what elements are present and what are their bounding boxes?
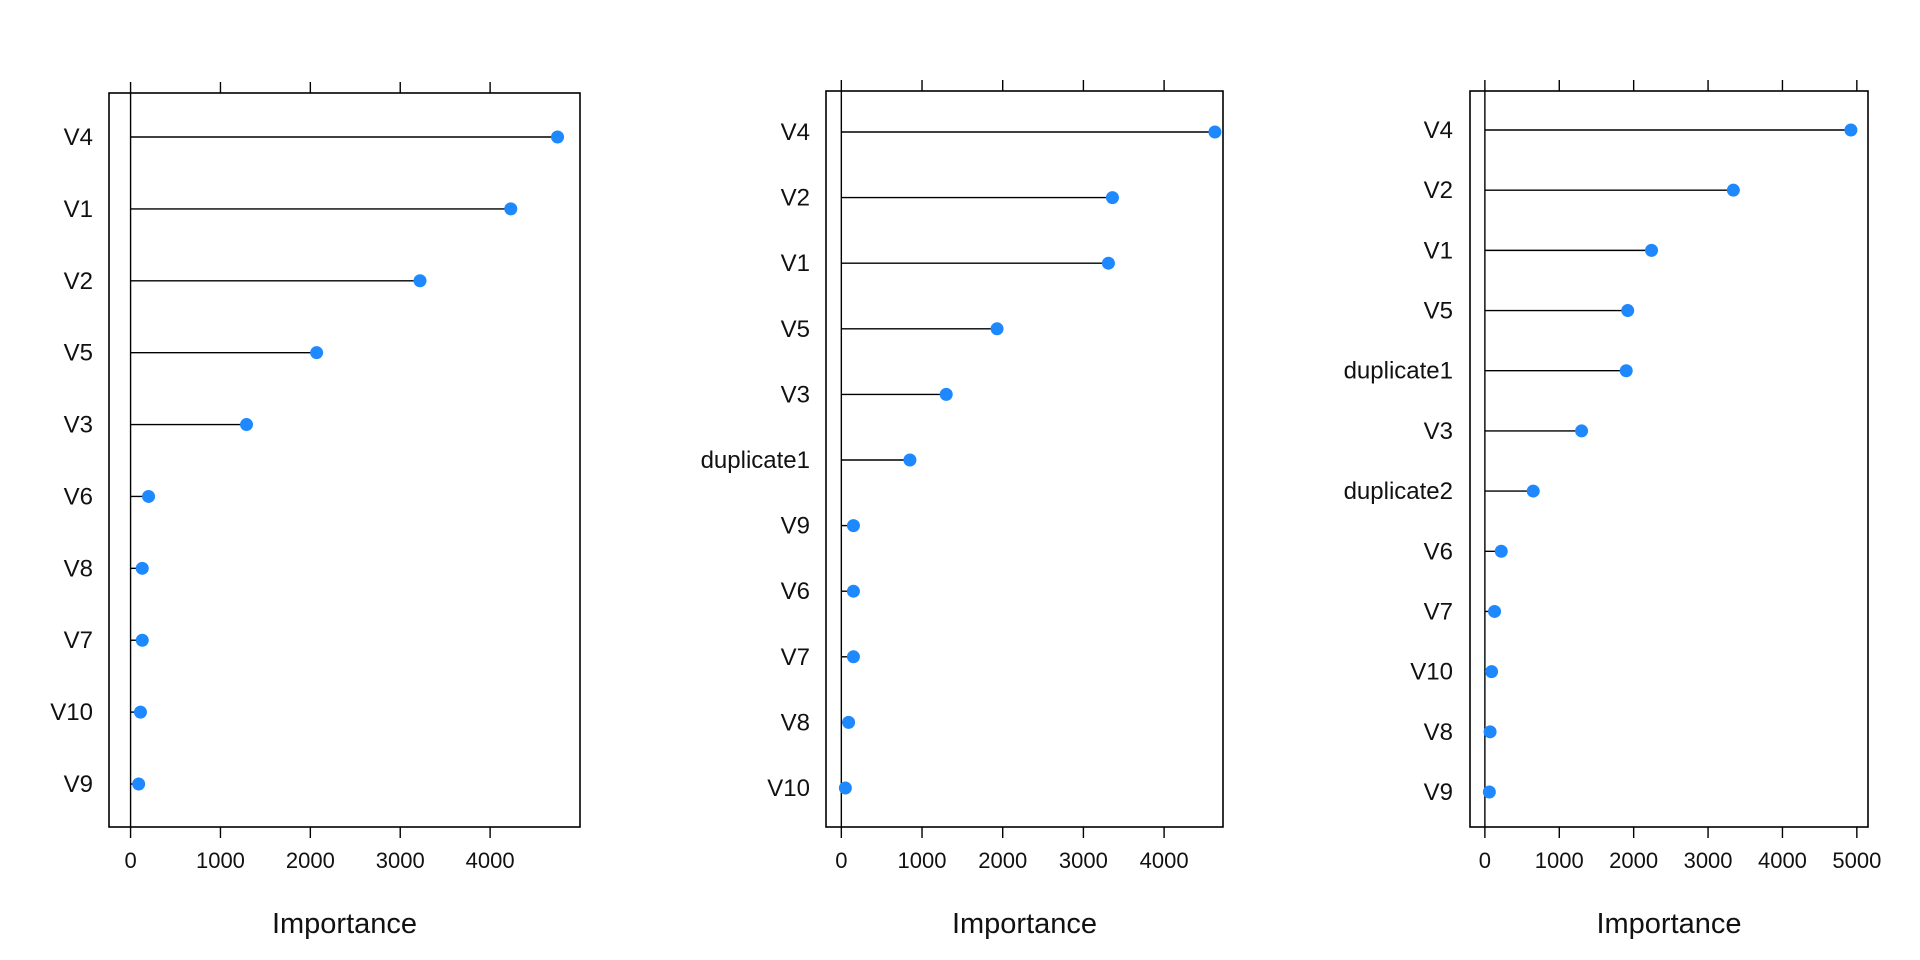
x-tick-label: 0 [835,848,847,873]
category-label: V2 [1424,177,1453,204]
panel-3: 0 1000 2000 3000 4000 5000 Importance V4 V2 V1 V5 d… [1344,80,1881,940]
importance-point [1619,364,1633,378]
x-tick-label: 3000 [376,848,425,873]
importance-point [133,705,147,719]
x-tick-label: 4000 [466,848,515,873]
category-label: V2 [781,185,810,212]
category-label: V10 [1410,659,1453,686]
importance-point [1494,544,1508,558]
x-tick-label: 4000 [1140,848,1189,873]
category-label: V9 [1424,779,1453,806]
category-label: V6 [64,483,93,510]
x-tick-label: 1000 [1535,848,1584,873]
importance-point [132,777,146,791]
category-label: V7 [781,644,810,671]
category-label: V9 [64,771,93,798]
category-label: V10 [50,699,93,726]
importance-point [939,387,953,401]
category-label: V1 [781,250,810,277]
importance-point [142,489,156,503]
importance-point [990,322,1004,336]
importance-point [135,633,149,647]
x-tick-label: 4000 [1758,848,1807,873]
importance-point [135,561,149,575]
category-label: V8 [781,709,810,736]
x-tick-label: 0 [124,848,136,873]
importance-point [846,519,860,533]
x-tick-label: 3000 [1059,848,1108,873]
x-axis-label: Importance [1596,908,1741,940]
importance-point [838,781,852,795]
x-tick-label: 5000 [1832,848,1881,873]
category-label: V6 [1424,538,1453,565]
importance-point [240,418,254,432]
importance-point [1483,725,1497,739]
importance-point [1488,604,1502,618]
plot-frame [825,90,1224,828]
x-tick-label: 1000 [898,848,947,873]
importance-point [846,650,860,664]
category-label: V5 [64,340,93,367]
category-label: V7 [1424,598,1453,625]
importance-point [1105,191,1119,205]
x-tick-label: 2000 [286,848,335,873]
category-label: V5 [1424,298,1453,325]
importance-point [1485,665,1499,679]
category-label: V4 [64,124,93,151]
x-axis-label: Importance [272,908,417,940]
x-tick-label: 0 [1479,848,1491,873]
category-label: V4 [1424,117,1453,144]
importance-point [551,130,565,144]
panel-1: 0 1000 2000 3000 4000 Importance V4 V1 V2 V5 V3 V6 V… [50,82,581,940]
panel-2: 0 1000 2000 3000 4000 Importance V4 V2 V1 V5 V3 dup… [701,80,1224,940]
category-label: V4 [781,119,810,146]
x-tick-label: 1000 [196,848,245,873]
importance-point [842,715,856,729]
plot-frame [1469,90,1869,828]
importance-point [504,202,518,216]
importance-point [413,274,427,288]
x-tick-label: 3000 [1684,848,1733,873]
plot-frame [108,92,581,828]
importance-point [1482,785,1496,799]
category-label: duplicate1 [701,447,810,474]
category-label: V3 [781,381,810,408]
importance-point [1645,243,1659,257]
x-axis-label: Importance [952,908,1097,940]
importance-point [903,453,917,467]
category-label: V1 [64,196,93,223]
category-label: V2 [64,268,93,295]
category-label: V3 [1424,418,1453,445]
importance-point [1844,123,1858,137]
importance-point [1526,484,1540,498]
category-label: V8 [64,555,93,582]
category-label: V9 [781,513,810,540]
category-label: duplicate1 [1344,358,1453,385]
importance-point [1575,424,1589,438]
category-label: V5 [781,316,810,343]
importance-point [1208,125,1222,139]
category-label: duplicate2 [1344,478,1453,505]
category-label: V10 [767,775,810,802]
category-label: V7 [64,627,93,654]
importance-point [1101,256,1115,270]
importance-point [1726,183,1740,197]
x-tick-label: 2000 [1609,848,1658,873]
importance-point [1621,304,1635,318]
importance-point [310,346,324,360]
category-label: V8 [1424,719,1453,746]
category-label: V6 [781,578,810,605]
x-tick-label: 2000 [978,848,1027,873]
importance-point [846,584,860,598]
category-label: V3 [64,412,93,439]
category-label: V1 [1424,237,1453,264]
